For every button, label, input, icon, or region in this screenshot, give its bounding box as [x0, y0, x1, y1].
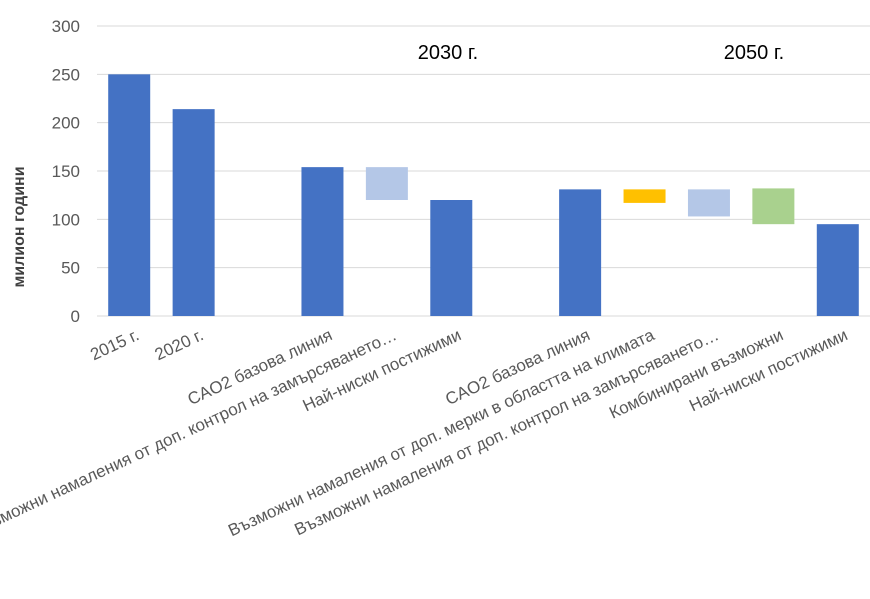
y-tick-label: 50	[61, 259, 80, 278]
bar	[365, 167, 408, 200]
y-tick-label: 250	[52, 65, 80, 84]
annotation-2050: 2050 г.	[724, 42, 784, 64]
x-tick-label: 2020 г.	[152, 325, 207, 364]
y-tick-label: 0	[71, 307, 80, 326]
bar	[559, 189, 602, 316]
y-axis-ticks: 0 50 100 150 200 250 300	[52, 17, 80, 326]
bar	[108, 74, 151, 316]
bar	[816, 224, 859, 316]
bar	[623, 189, 666, 203]
bar	[752, 188, 795, 225]
y-tick-label: 100	[52, 210, 80, 229]
annotation-2030: 2030 г.	[418, 42, 478, 64]
bar	[172, 109, 215, 316]
x-axis-ticks: 2015 г. 2020 г.CAO2 базова линияВъзможни …	[0, 325, 851, 540]
gridlines	[97, 25, 870, 317]
bars	[108, 74, 859, 316]
y-tick-label: 150	[52, 162, 80, 181]
y-axis-label: милион години	[11, 166, 28, 287]
bar	[430, 200, 473, 316]
x-tick-label: 2015 г.	[87, 325, 142, 364]
bar	[687, 189, 730, 217]
y-tick-label: 200	[52, 114, 80, 133]
bar	[301, 167, 344, 316]
y-tick-label: 300	[52, 17, 80, 36]
